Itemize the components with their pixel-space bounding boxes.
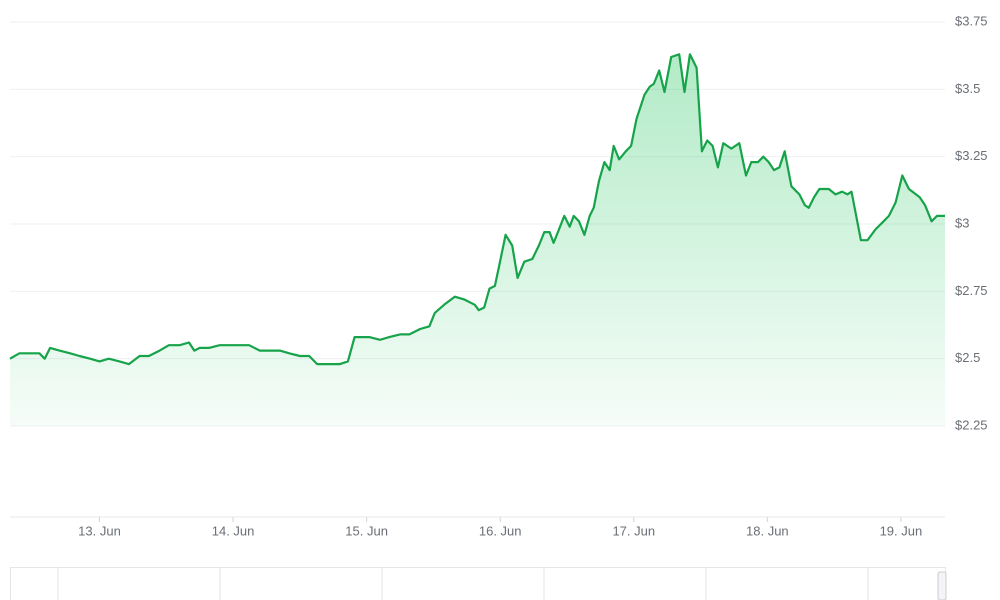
x-tick-label: 18. Jun: [746, 523, 789, 538]
x-tick-label: 19. Jun: [880, 523, 923, 538]
y-tick-label: $3: [955, 215, 969, 230]
price-line: [9, 53, 945, 366]
y-tick-label: $2.5: [955, 350, 980, 365]
y-tick-label: $2.75: [955, 283, 988, 298]
navigator-frame: [10, 567, 946, 600]
y-tick-label: $3.75: [955, 13, 988, 28]
x-tick-label: 13. Jun: [78, 523, 121, 538]
y-tick-label: $2.25: [955, 417, 988, 432]
x-tick-label: 17. Jun: [612, 523, 655, 538]
x-tick-label: 14. Jun: [212, 523, 255, 538]
x-tick-label: 16. Jun: [479, 523, 522, 538]
navigator-handle[interactable]: [937, 571, 947, 600]
x-tick-label: 15. Jun: [345, 523, 388, 538]
y-tick-label: $3.25: [955, 148, 988, 163]
navigator: [10, 567, 947, 600]
area-fill: [10, 54, 945, 427]
y-tick-label: $3.5: [955, 81, 980, 96]
